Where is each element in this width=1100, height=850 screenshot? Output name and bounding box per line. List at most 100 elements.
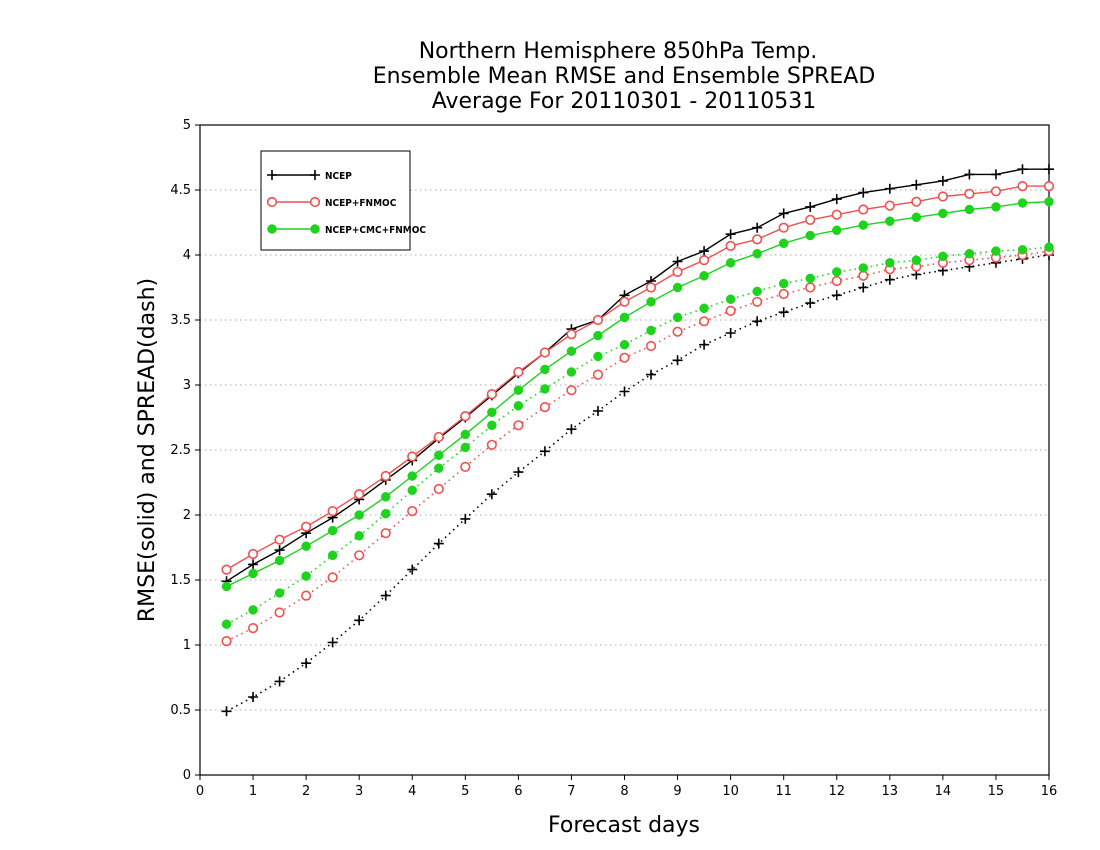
- y-tick-label: 5: [183, 118, 191, 133]
- ncep-spread-point: [486, 489, 497, 500]
- ncep-fnmoc-spread-point: [645, 340, 657, 352]
- x-tick-label: 6: [514, 784, 522, 799]
- legend-label: NCEP+FNMOC: [325, 198, 397, 209]
- ncep-fnmoc-spread-point: [858, 270, 869, 281]
- x-tick-label: 7: [567, 784, 575, 799]
- ncep-fnmoc-rmse-point: [407, 451, 418, 462]
- ncep-fnmoc-rmse-point: [831, 209, 842, 220]
- ncep-rmse-point: [672, 256, 683, 267]
- ncep-fnmoc-spread-point: [327, 572, 338, 583]
- title-line-2: Ensemble Mean RMSE and Ensemble SPREAD: [373, 64, 876, 89]
- ncep-spread-point: [566, 424, 577, 435]
- ncep-spread-point: [592, 406, 603, 416]
- ncep-cmc-fnmoc-spread-point: [487, 420, 497, 431]
- legend-label: NCEP: [325, 171, 352, 182]
- ncep-rmse-point: [911, 179, 922, 190]
- legend-marker: [310, 224, 320, 234]
- ncep-fnmoc-spread-point: [752, 296, 763, 307]
- ncep-rmse-point: [778, 208, 789, 219]
- ncep-cmc-fnmoc-spread-point: [752, 286, 762, 297]
- ncep-cmc-fnmoc-rmse-point: [513, 385, 524, 395]
- ncep-fnmoc-rmse-point: [221, 564, 232, 575]
- title-line-3: Average For 20110301 - 20110531: [432, 89, 817, 114]
- ncep-cmc-fnmoc-spread-point: [778, 278, 789, 289]
- ncep-fnmoc-spread-point: [513, 420, 524, 431]
- ncep-rmse-point: [805, 201, 816, 212]
- x-tick-label: 10: [722, 784, 739, 799]
- y-tick-label: 2: [183, 508, 191, 523]
- ncep-rmse-point: [858, 187, 869, 198]
- ncep-cmc-fnmoc-spread-point: [354, 531, 364, 541]
- ncep-cmc-fnmoc-rmse-point: [593, 330, 603, 341]
- ncep-rmse-point: [964, 169, 975, 180]
- title-line-1: Northern Hemisphere 850hPa Temp.: [419, 39, 818, 64]
- ncep-rmse-point: [699, 246, 710, 257]
- ncep-cmc-fnmoc-spread-line: [226, 246, 1050, 625]
- x-tick-label: 0: [196, 784, 204, 799]
- ncep-fnmoc-spread-point: [380, 528, 391, 539]
- ncep-rmse-point: [274, 545, 285, 556]
- x-axis: 0 1 2 3 4 5 6 7 8 9 10 11 12 13 14 15 16: [196, 775, 1057, 799]
- ncep-cmc-fnmoc-spread-point: [619, 339, 630, 350]
- y-tick-label: 2.5: [170, 443, 191, 458]
- x-tick-label: 11: [775, 784, 792, 799]
- x-tick-label: 1: [249, 784, 257, 799]
- ncep-fnmoc-rmse-point: [672, 266, 683, 278]
- ncep-fnmoc-spread-point: [221, 635, 232, 647]
- ncep-rmse-point: [725, 229, 736, 240]
- ncep-spread-line: [226, 254, 1050, 713]
- x-tick-label: 13: [882, 784, 899, 799]
- ncep-spread-point: [672, 355, 683, 366]
- ncep-cmc-fnmoc-spread-point: [566, 367, 577, 377]
- ncep-fnmoc-rmse-point: [964, 188, 975, 199]
- ncep-spread-point: [248, 692, 259, 702]
- ncep-cmc-fnmoc-spread-point: [434, 463, 444, 473]
- ncep-fnmoc-spread-point: [274, 607, 285, 618]
- ncep-cmc-fnmoc-spread-point: [380, 508, 391, 519]
- x-tick-label: 8: [620, 784, 628, 799]
- ncep-spread-point: [646, 369, 657, 380]
- chart-title: Northern Hemisphere 850hPa Temp. Ensembl…: [373, 39, 876, 114]
- ncep-cmc-fnmoc-spread-point: [593, 351, 603, 362]
- legend-marker: [310, 170, 320, 180]
- ncep-spread-point: [221, 706, 232, 717]
- ncep-fnmoc-rmse-point: [805, 214, 816, 225]
- ncep-fnmoc-spread-point: [805, 282, 816, 293]
- y-tick-label: 3: [183, 378, 191, 393]
- y-tick-label: 0.5: [170, 703, 191, 718]
- x-axis-label: Forecast days: [548, 813, 700, 838]
- y-axis-label: RMSE(solid) and SPREAD(dash): [135, 278, 160, 622]
- ncep-fnmoc-rmse-point: [752, 234, 763, 245]
- x-tick-label: 4: [408, 784, 416, 799]
- ncep-spread-point: [778, 307, 789, 318]
- ncep-cmc-fnmoc-spread-point: [858, 263, 869, 273]
- ncep-rmse-point: [937, 175, 948, 186]
- ncep-fnmoc-spread-point: [725, 305, 736, 317]
- series-ncep-fnmoc: [221, 181, 1055, 647]
- ncep-fnmoc-rmse-point: [592, 314, 604, 326]
- x-tick-label: 2: [302, 784, 310, 799]
- legend-label: NCEP+CMC+FNMOC: [325, 225, 426, 236]
- legend-marker: [266, 196, 278, 208]
- ncep-cmc-fnmoc-rmse-point: [221, 581, 232, 592]
- ncep-fnmoc-rmse-point: [990, 186, 1002, 197]
- ncep-cmc-fnmoc-rmse-point: [805, 230, 815, 241]
- ncep-fnmoc-rmse-point: [460, 411, 471, 422]
- ncep-cmc-fnmoc-spread-point: [540, 384, 550, 394]
- ncep-fnmoc-rmse-point: [301, 521, 312, 532]
- y-tick-label: 3.5: [170, 313, 191, 328]
- ncep-cmc-fnmoc-rmse-point: [407, 471, 417, 481]
- ncep-cmc-fnmoc-spread-point: [646, 325, 656, 336]
- ncep-fnmoc-rmse-point: [274, 534, 285, 545]
- ncep-cmc-fnmoc-rmse-point: [964, 204, 975, 215]
- ncep-cmc-fnmoc-rmse-point: [460, 429, 471, 440]
- ncep-fnmoc-spread-point: [619, 352, 630, 363]
- ncep-spread-point: [539, 446, 550, 457]
- ncep-spread-point: [699, 339, 710, 350]
- ncep-fnmoc-spread-point: [460, 461, 471, 473]
- ncep-cmc-fnmoc-rmse-point: [725, 258, 736, 268]
- ncep-cmc-fnmoc-spread-point: [1017, 245, 1028, 255]
- x-tick-label: 16: [1041, 784, 1058, 799]
- ncep-cmc-fnmoc-rmse-point: [885, 216, 895, 226]
